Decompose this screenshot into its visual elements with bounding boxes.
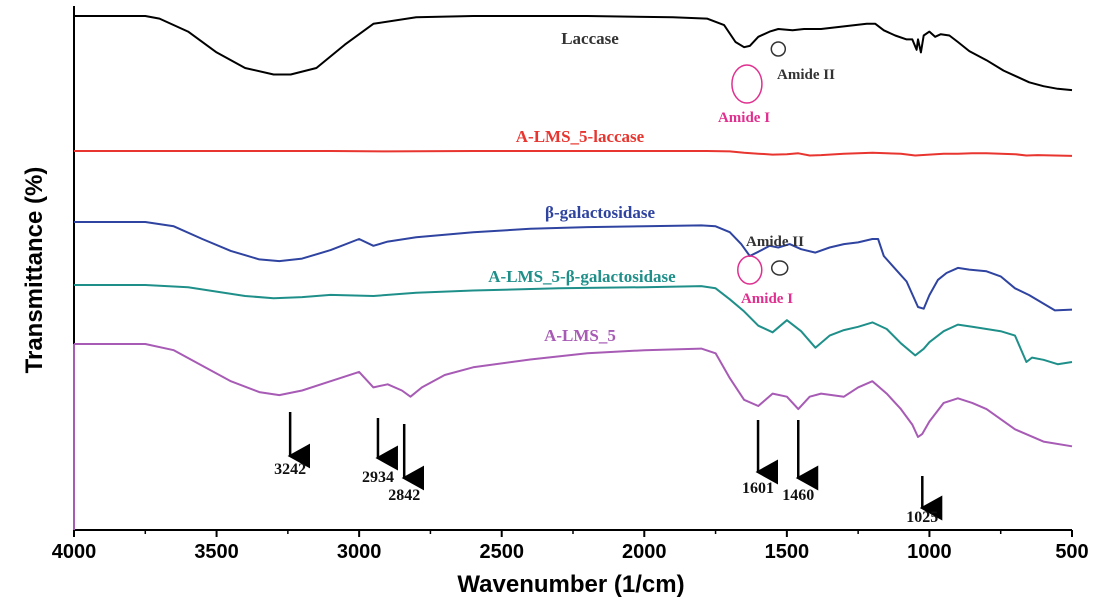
series-label: A-LMS_5-laccase — [516, 127, 645, 146]
amide-circle — [731, 64, 763, 104]
peak-label: 2934 — [362, 469, 394, 486]
y-axis-title: Transmittance (%) — [21, 167, 48, 374]
series-line-laccase — [74, 15, 1073, 92]
series-label: β-galactosidase — [545, 203, 655, 222]
peak-label: 1601 — [742, 480, 774, 497]
amide-circle — [770, 260, 789, 276]
amide-label: Amide I — [718, 110, 770, 126]
annotation-layer: Laccase A-LMS_5-laccase β-galactosidase A-L… — [274, 29, 943, 526]
peak-label: 2842 — [388, 487, 420, 504]
amide-label: Amide I — [741, 291, 793, 307]
x-tick-label: 2500 — [479, 541, 524, 563]
amide-circle — [770, 41, 787, 57]
amide-circle — [737, 255, 763, 285]
x-tick-label: 4000 — [52, 541, 97, 563]
series-label: A-LMS_5-β-galactosidase — [488, 267, 676, 286]
series-line-a-lms-5-laccase — [74, 150, 1073, 157]
series-line-a-lms-5 — [74, 343, 1073, 448]
amide-label: Amide II — [777, 67, 835, 83]
axes: 4000 3500 3000 2500 2000 1500 1000 500 — [52, 6, 1089, 563]
series-layer — [73, 15, 1073, 530]
peak-label: 3242 — [274, 461, 306, 478]
peak-label: 1025 — [906, 509, 938, 526]
series-line-a-lms-5-galactosidase — [74, 284, 1073, 366]
x-tick-label: 3000 — [337, 541, 382, 563]
x-tick-label: 1500 — [765, 541, 810, 563]
series-line--galactosidase — [74, 221, 1073, 312]
x-tick-label: 500 — [1055, 541, 1088, 563]
series-label: A-LMS_5 — [544, 326, 616, 345]
x-tick-label: 3500 — [194, 541, 239, 563]
amide-label: Amide II — [746, 234, 804, 250]
x-axis-title: Wavenumber (1/cm) — [457, 571, 684, 598]
x-tick-label: 1000 — [907, 541, 952, 563]
x-tick-label: 2000 — [622, 541, 667, 563]
series-label: Laccase — [561, 29, 619, 48]
peak-label: 1460 — [782, 487, 814, 504]
